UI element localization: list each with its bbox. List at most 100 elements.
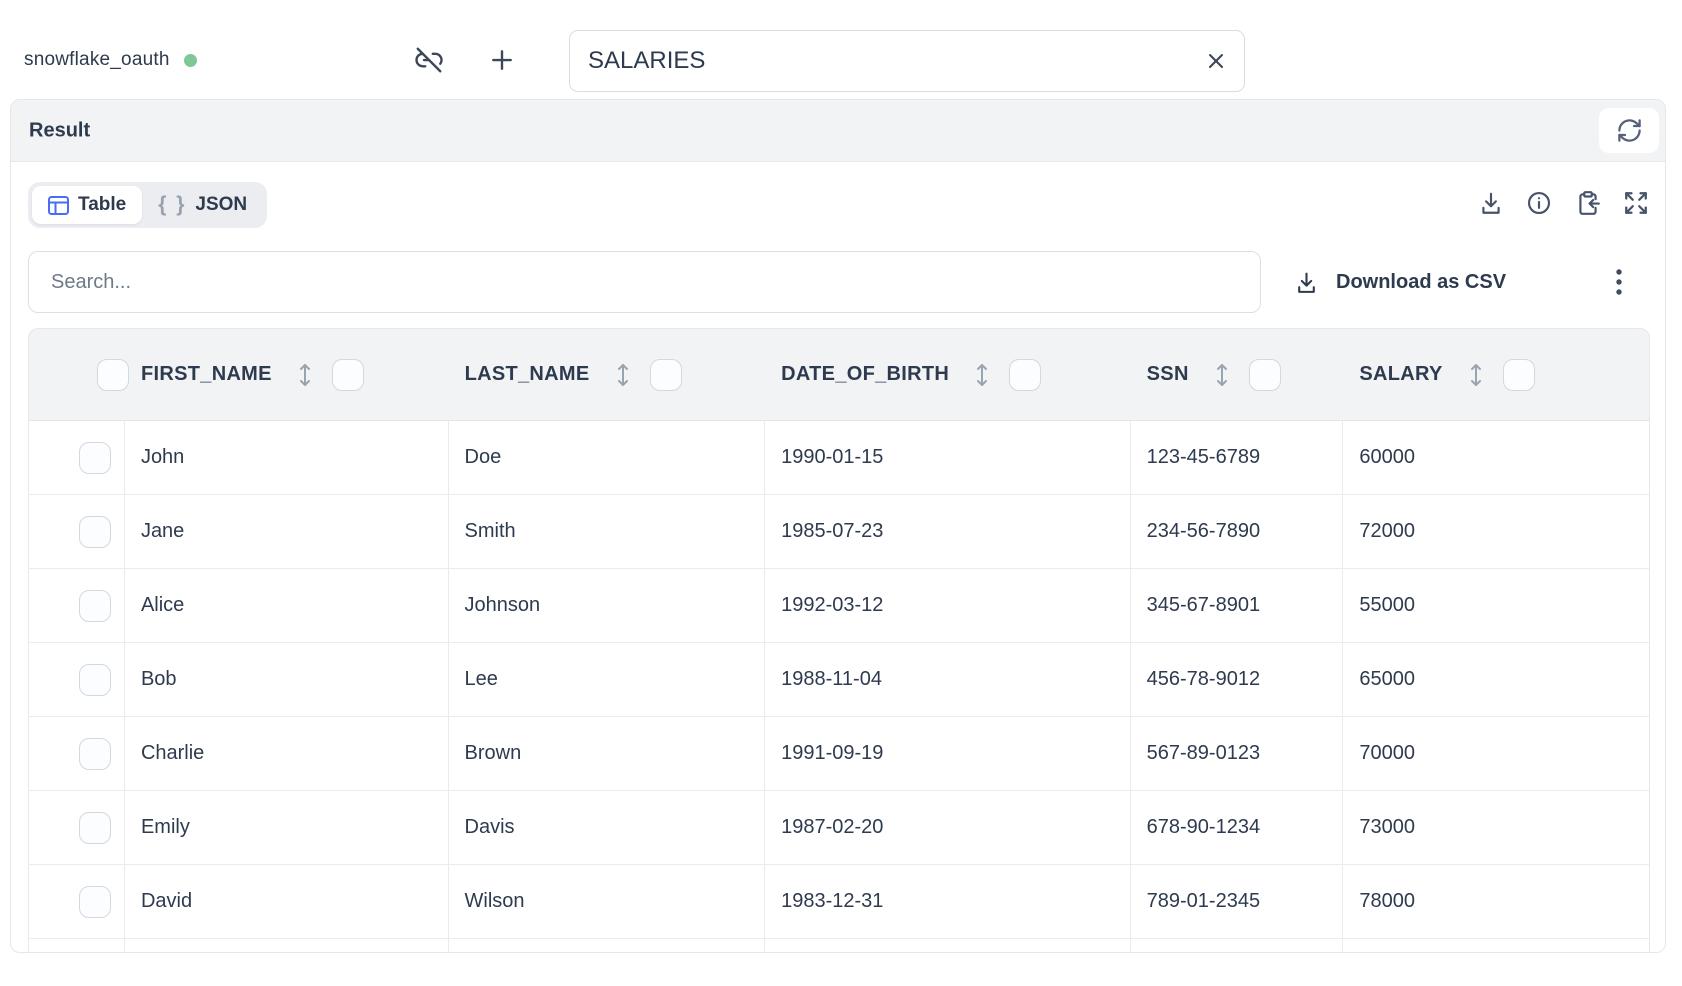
- table-cell: 789-01-2345: [1131, 865, 1344, 938]
- tab-json-label: JSON: [195, 194, 248, 215]
- table-cell: Emily: [125, 791, 449, 864]
- column-label: SALARY: [1359, 363, 1443, 385]
- row-checkbox[interactable]: [79, 885, 111, 918]
- table-cell: Smith: [449, 495, 766, 568]
- tab-json-view[interactable]: { } JSON: [142, 186, 263, 224]
- panel-title: Result: [29, 119, 91, 141]
- column-checkbox[interactable]: [1009, 358, 1042, 391]
- row-checkbox[interactable]: [79, 589, 111, 622]
- table-cell: 1987-02-20: [765, 791, 1131, 864]
- table-cell: 123-45-6789: [1131, 421, 1344, 494]
- table-row[interactable]: David Wilson 1983-12-31 789-01-2345 78000: [29, 865, 1649, 939]
- info-button[interactable]: [1522, 186, 1556, 220]
- table-header-row: FIRST_NAME LAST_NAME DATE_OF_BIRTH SSN: [28, 328, 1650, 421]
- download-result-button[interactable]: [1474, 186, 1508, 220]
- download-csv-label: Download as CSV: [1336, 270, 1507, 293]
- table-cell: Charlie: [125, 717, 449, 790]
- plus-icon: [487, 45, 517, 75]
- sort-icon[interactable]: [1214, 362, 1230, 388]
- sort-icon[interactable]: [297, 362, 313, 388]
- select-all-cell: [29, 329, 129, 420]
- table-cell: 1983-12-31: [765, 865, 1131, 938]
- row-checkbox[interactable]: [79, 737, 111, 770]
- column-header-last_name[interactable]: LAST_NAME: [449, 329, 766, 420]
- refresh-button[interactable]: [1599, 108, 1659, 153]
- table-cell: Alice: [125, 569, 449, 642]
- table-row[interactable]: Alice Johnson 1992-03-12 345-67-8901 55000: [29, 569, 1649, 643]
- table-cell: 1991-09-19: [765, 717, 1131, 790]
- table-grid-icon: [48, 195, 69, 215]
- table-cell: [1343, 939, 1649, 952]
- disconnect-button[interactable]: [410, 41, 448, 79]
- tab-table-view[interactable]: Table: [32, 186, 143, 224]
- row-checkbox[interactable]: [79, 663, 111, 696]
- row-select-cell: [29, 569, 125, 642]
- row-checkbox[interactable]: [79, 515, 111, 548]
- connection-selector[interactable]: snowflake_oauth: [24, 42, 197, 78]
- table-cell: Brown: [449, 717, 766, 790]
- select-all-checkbox[interactable]: [97, 358, 129, 391]
- column-checkbox[interactable]: [1502, 358, 1535, 391]
- result-panel: Result Table: [10, 99, 1666, 953]
- table-cell: Doe: [449, 421, 766, 494]
- sort-icon[interactable]: [615, 362, 631, 388]
- column-header-first_name[interactable]: FIRST_NAME: [125, 329, 449, 420]
- column-label: DATE_OF_BIRTH: [781, 363, 950, 385]
- refresh-icon: [1616, 117, 1643, 144]
- table-cell: 1992-03-12: [765, 569, 1131, 642]
- table-cell: 1990-01-15: [765, 421, 1131, 494]
- table-cell: 65000: [1359, 668, 1416, 690]
- table-cell: 78000: [1359, 890, 1416, 912]
- table-cell: 60000: [1359, 446, 1416, 468]
- table-cell: Lee: [449, 643, 766, 716]
- more-options-button[interactable]: [1599, 258, 1639, 306]
- add-query-button[interactable]: [483, 41, 521, 79]
- table-row[interactable]: Jane Smith 1985-07-23 234-56-7890 72000: [29, 495, 1649, 569]
- column-header-salary[interactable]: SALARY: [1343, 329, 1649, 420]
- copy-to-clipboard-button[interactable]: [1571, 186, 1605, 220]
- json-braces-icon: { }: [158, 193, 187, 216]
- row-select-cell: [29, 421, 125, 494]
- column-checkbox[interactable]: [331, 358, 364, 391]
- row-select-cell: [29, 717, 125, 790]
- fullscreen-button[interactable]: [1619, 186, 1653, 220]
- table-cell: 567-89-0123: [1131, 717, 1344, 790]
- column-label: LAST_NAME: [464, 363, 590, 385]
- table-row[interactable]: Bob Lee 1988-11-04 456-78-9012 65000: [29, 643, 1649, 717]
- column-checkbox[interactable]: [649, 358, 682, 391]
- row-checkbox[interactable]: [79, 811, 111, 844]
- view-mode-toggle: Table { } JSON: [28, 182, 268, 228]
- table-cell: 72000: [1359, 520, 1416, 542]
- clear-query-name-button[interactable]: [1196, 41, 1236, 81]
- download-csv-button[interactable]: Download as CSV: [1294, 258, 1506, 306]
- search-input[interactable]: [28, 251, 1261, 313]
- table-cell: 234-56-7890: [1131, 495, 1344, 568]
- table-cell: 678-90-1234: [1131, 791, 1344, 864]
- table-row[interactable]: John Doe 1990-01-15 123-45-6789 60000: [29, 421, 1649, 495]
- column-label: SSN: [1146, 363, 1189, 385]
- column-header-date_of_birth[interactable]: DATE_OF_BIRTH: [765, 329, 1131, 420]
- table-cell: 345-67-8901: [1131, 569, 1344, 642]
- expand-icon: [1623, 190, 1649, 216]
- column-checkbox[interactable]: [1248, 358, 1281, 391]
- sort-icon[interactable]: [1468, 362, 1484, 388]
- row-select-cell: [29, 495, 125, 568]
- query-name-input[interactable]: [570, 31, 1196, 91]
- table-cell: 1988-11-04: [765, 643, 1131, 716]
- column-label: FIRST_NAME: [141, 363, 272, 385]
- row-checkbox[interactable]: [79, 441, 111, 474]
- column-header-ssn[interactable]: SSN: [1131, 329, 1344, 420]
- table-cell: 1985-07-23: [765, 495, 1131, 568]
- table-body: John Doe 1990-01-15 123-45-6789 60000 Jane Sm…: [28, 421, 1650, 952]
- table-cell: [449, 939, 766, 952]
- table-cell: Wilson: [449, 865, 766, 938]
- sort-icon[interactable]: [974, 362, 990, 388]
- table-cell: 55000: [1359, 594, 1416, 616]
- table-cell: [125, 939, 449, 952]
- table-row[interactable]: Charlie Brown 1991-09-19 567-89-0123 70000: [29, 717, 1649, 791]
- table-row[interactable]: Emily Davis 1987-02-20 678-90-1234 73000: [29, 791, 1649, 865]
- query-name-field: [569, 30, 1245, 92]
- kebab-menu-icon: [1615, 267, 1623, 297]
- table-cell: 456-78-9012: [1131, 643, 1344, 716]
